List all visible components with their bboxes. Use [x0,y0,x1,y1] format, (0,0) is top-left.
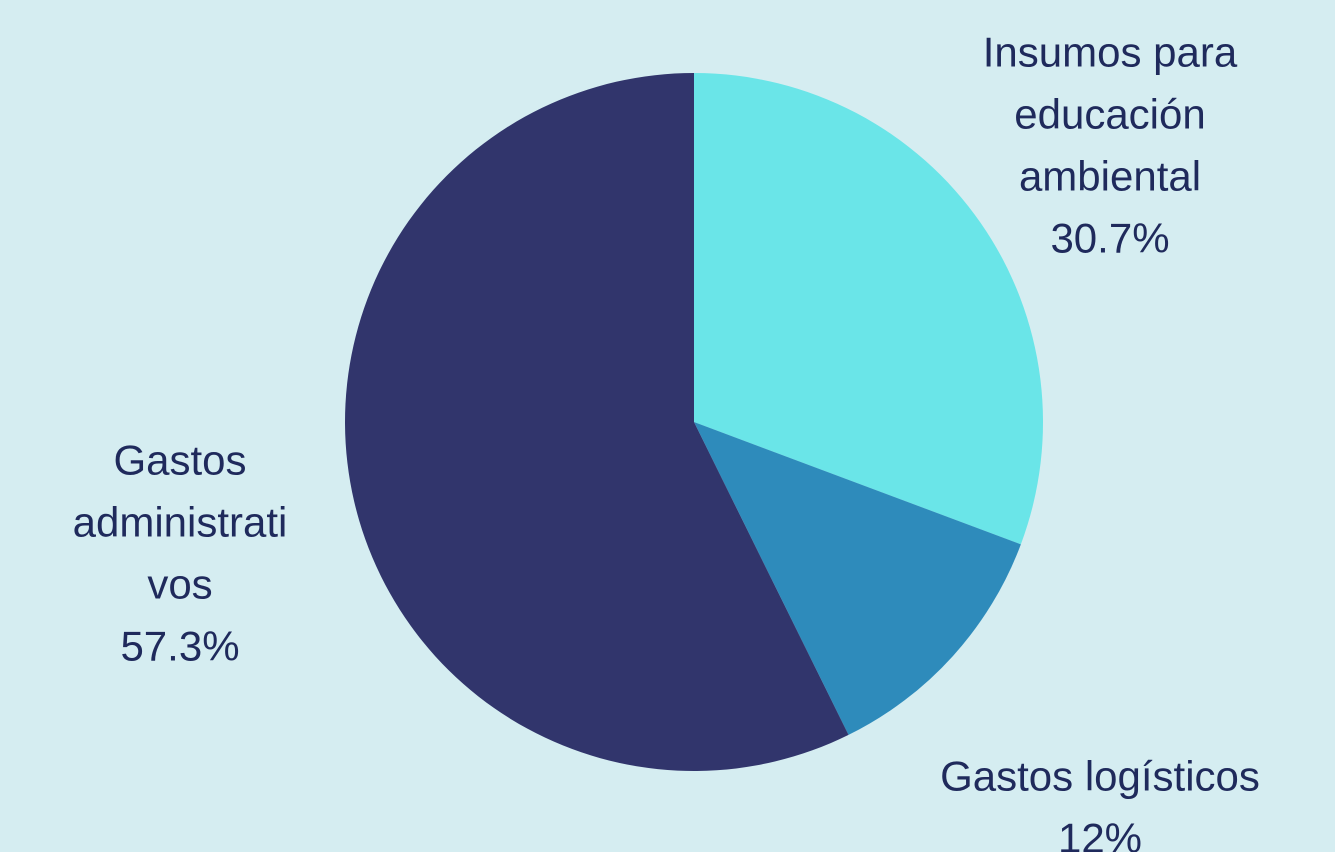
pie-slices [345,73,1044,771]
slice-label-gastos-logisticos: Gastos logísticos 12% [940,753,1260,852]
slice-label-insumos-para-educacion-ambiental: Insumos para educación ambiental 30.7% [983,29,1238,262]
slice-value-label: 12% [1058,815,1142,852]
pie-slice-gastos-logisticos [694,422,1021,735]
pie-slice-insumos-para-educacion-ambiental [694,73,1044,545]
slice-label-line: educación [1014,91,1205,138]
slice-value-label: 30.7% [1050,215,1169,262]
slice-label-line: Insumos para [983,29,1238,76]
pie-labels: Insumos para educación ambiental 30.7% Gasto… [73,29,1260,852]
slice-value-label: 57.3% [120,623,239,670]
pie-slice-gastos-administrativos [345,73,849,771]
slice-label-line: ambiental [1019,153,1201,200]
slice-label-line: Gastos logísticos [940,753,1260,800]
slice-label-gastos-administrativos: Gastos administrati vos 57.3% [73,437,288,670]
slice-label-line: Gastos [113,437,246,484]
slice-label-line: vos [147,561,212,608]
slice-label-line: administrati [73,499,288,546]
